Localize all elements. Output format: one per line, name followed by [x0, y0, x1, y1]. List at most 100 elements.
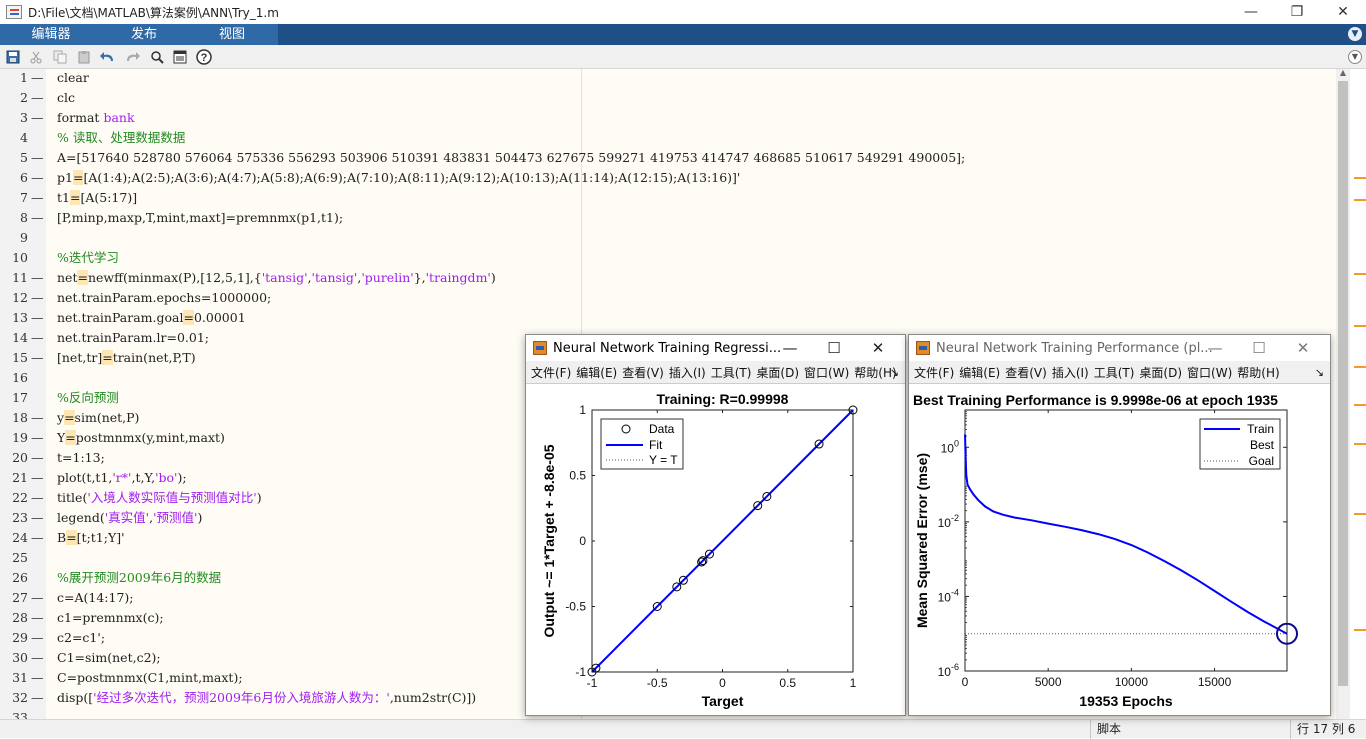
warning-marker[interactable]: [1354, 443, 1366, 445]
menu-edit[interactable]: 编辑(E): [576, 365, 618, 380]
breakpoint-dash[interactable]: —: [31, 610, 44, 625]
breakpoint-dash[interactable]: —: [31, 530, 44, 545]
tab-editor[interactable]: 编辑器: [31, 27, 71, 42]
code-line[interactable]: 12— net.trainParam.epochs=1000000;: [0, 288, 1336, 308]
minimize-button[interactable]: —: [775, 338, 805, 358]
menu-desktop[interactable]: 桌面(D): [1139, 365, 1183, 380]
close-button[interactable]: ✕: [1320, 0, 1366, 24]
paste-icon[interactable]: [76, 49, 92, 65]
code-line[interactable]: 2— clc: [0, 88, 1336, 108]
breakpoint-dash[interactable]: —: [31, 170, 44, 185]
regression-figure-window[interactable]: Neural Network Training Regressi... — ☐ …: [525, 334, 906, 716]
menu-view[interactable]: 查看(V): [622, 365, 664, 380]
breakpoint-dash[interactable]: —: [31, 590, 44, 605]
restore-button[interactable]: ❐: [1274, 0, 1320, 24]
menu-edit[interactable]: 编辑(E): [959, 365, 1001, 380]
menu-help[interactable]: 帮助(H): [1237, 365, 1280, 380]
menu-window[interactable]: 窗口(W): [1187, 365, 1233, 380]
minimize-button[interactable]: —: [1228, 0, 1274, 24]
code-line[interactable]: 18— y=sim(net,P): [0, 408, 1336, 428]
warning-marker[interactable]: [1354, 177, 1366, 179]
scroll-up-icon[interactable]: ▲: [1339, 68, 1347, 77]
breakpoint-dash[interactable]: —: [31, 290, 44, 305]
code-line[interactable]: 20— t=1:13;: [0, 448, 1336, 468]
close-button[interactable]: ✕: [863, 338, 893, 358]
cut-icon[interactable]: [28, 49, 44, 65]
breakpoint-dash[interactable]: —: [31, 110, 44, 125]
breakpoint-dash[interactable]: —: [31, 490, 44, 505]
code-line[interactable]: 3— format bank: [0, 108, 1336, 128]
warning-marker[interactable]: [1354, 404, 1366, 406]
menu-insert[interactable]: 插入(I): [1051, 365, 1089, 380]
code-line[interactable]: 11— net=newff(minmax(P),[12,5,1],{'tansig…: [0, 268, 1336, 288]
warning-marker[interactable]: [1354, 513, 1366, 515]
breakpoint-dash[interactable]: —: [31, 190, 44, 205]
code-line[interactable]: 28— c1=premnmx(c);: [0, 608, 1336, 628]
breakpoint-dash[interactable]: —: [31, 270, 44, 285]
code-line[interactable]: 4 % 读取、处理数据数据: [0, 128, 1336, 148]
menu-desktop[interactable]: 桌面(D): [756, 365, 800, 380]
warning-marker[interactable]: [1354, 325, 1366, 327]
breakpoint-dash[interactable]: —: [31, 690, 44, 705]
code-line[interactable]: 21— plot(t,t1,'r*',t,Y,'bo');: [0, 468, 1336, 488]
breakpoint-dash[interactable]: —: [31, 70, 44, 85]
menu-file[interactable]: 文件(F): [531, 365, 572, 380]
close-button[interactable]: ✕: [1288, 338, 1318, 358]
code-line[interactable]: 6— p1=[A(1:4);A(2:5);A(3:6);A(4:7);A(5:8)…: [0, 168, 1336, 188]
code-line[interactable]: 25: [0, 548, 1336, 568]
menu-tools[interactable]: 工具(T): [1093, 365, 1135, 380]
collapse-toolstrip-icon[interactable]: ▼: [1348, 27, 1362, 41]
tab-publish[interactable]: 发布: [130, 27, 157, 42]
code-line[interactable]: 9: [0, 228, 1336, 248]
warning-marker[interactable]: [1354, 273, 1366, 275]
code-line[interactable]: 17 %反向预测: [0, 388, 1336, 408]
undo-icon[interactable]: [100, 49, 116, 65]
breakpoint-dash[interactable]: —: [31, 650, 44, 665]
code-line[interactable]: 26 %展开预测2009年6月的数据: [0, 568, 1336, 588]
help-icon[interactable]: ?: [196, 49, 212, 65]
breakpoint-dash[interactable]: —: [31, 430, 44, 445]
breakpoint-dash[interactable]: —: [31, 310, 44, 325]
code-line[interactable]: 14— net.trainParam.lr=0.01;: [0, 328, 1336, 348]
menu-overflow-icon[interactable]: ↘: [1314, 365, 1324, 379]
code-line[interactable]: 23— legend('真实值','预测值'): [0, 508, 1336, 528]
menu-insert[interactable]: 插入(I): [668, 365, 706, 380]
redo-icon[interactable]: [124, 49, 140, 65]
breakpoint-dash[interactable]: —: [31, 210, 44, 225]
menu-help[interactable]: 帮助(H): [854, 365, 897, 380]
code-line[interactable]: 13— net.trainParam.goal=0.00001: [0, 308, 1336, 328]
editor-vertical-scrollbar[interactable]: ▲: [1336, 69, 1350, 719]
code-line[interactable]: 32— disp(['经过多次迭代，预测2009年6月份入境旅游人数为：',num…: [0, 688, 1336, 708]
code-line[interactable]: 31— C=postmnmx(C1,mint,maxt);: [0, 668, 1336, 688]
breakpoint-dash[interactable]: —: [31, 450, 44, 465]
breakpoint-dash[interactable]: —: [31, 90, 44, 105]
code-line[interactable]: 27— c=A(14:17);: [0, 588, 1336, 608]
code-line[interactable]: 16: [0, 368, 1336, 388]
menu-tools[interactable]: 工具(T): [710, 365, 752, 380]
warning-marker[interactable]: [1354, 629, 1366, 631]
toolbar-options-icon[interactable]: ▼: [1348, 50, 1362, 64]
menu-view[interactable]: 查看(V): [1005, 365, 1047, 380]
breakpoint-dash[interactable]: —: [31, 410, 44, 425]
code-line[interactable]: 5— A=[517640 528780 576064 575336 556293 …: [0, 148, 1336, 168]
warning-marker[interactable]: [1354, 199, 1366, 201]
scrollbar-thumb[interactable]: [1338, 81, 1348, 686]
code-line[interactable]: 22— title('入境人数实际值与预测值对比'): [0, 488, 1336, 508]
breakpoint-dash[interactable]: —: [31, 470, 44, 485]
window-layout-icon[interactable]: [172, 49, 188, 65]
save-icon[interactable]: [5, 49, 21, 65]
code-line[interactable]: 10 %迭代学习: [0, 248, 1336, 268]
code-line[interactable]: 19— Y=postmnmx(y,mint,maxt): [0, 428, 1336, 448]
code-line[interactable]: 30— C1=sim(net,c2);: [0, 648, 1336, 668]
regression-plot[interactable]: Training: R=0.99998 -1 -0.5 0 0.5 1 -1 -0.5 0 0.5…: [526, 384, 905, 716]
copy-icon[interactable]: [52, 49, 68, 65]
code-line[interactable]: 15— [net,tr]=train(net,P,T): [0, 348, 1336, 368]
tab-view[interactable]: 视图: [218, 27, 245, 42]
menu-file[interactable]: 文件(F): [914, 365, 955, 380]
minimize-button[interactable]: —: [1200, 338, 1230, 358]
code-line[interactable]: 1— clear: [0, 68, 1336, 88]
breakpoint-dash[interactable]: —: [31, 670, 44, 685]
menu-window[interactable]: 窗口(W): [804, 365, 850, 380]
breakpoint-dash[interactable]: —: [31, 350, 44, 365]
breakpoint-dash[interactable]: —: [31, 510, 44, 525]
